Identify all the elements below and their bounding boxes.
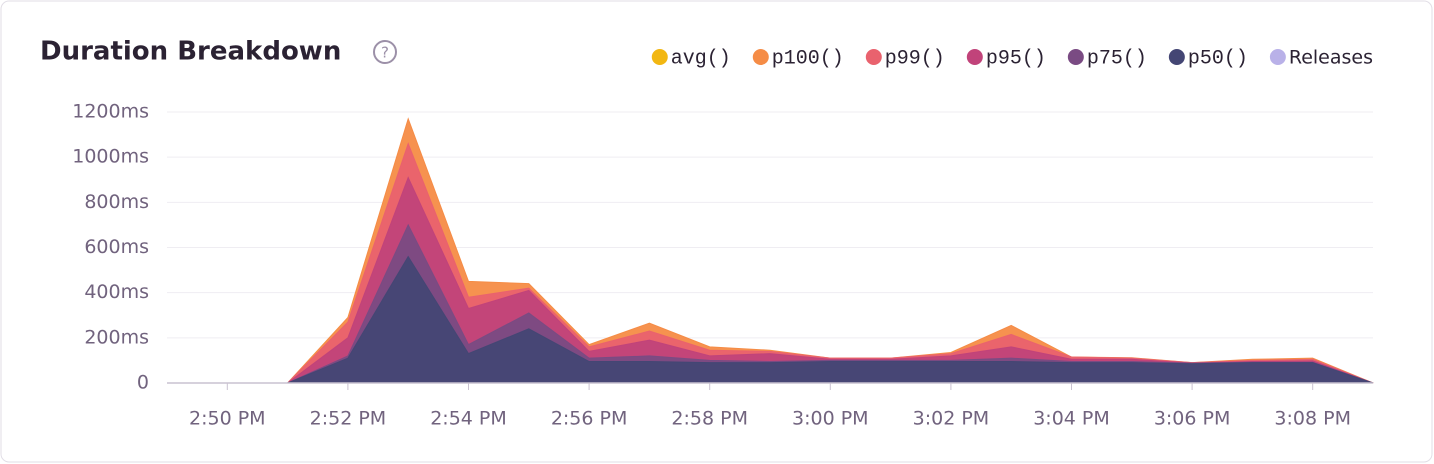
- y-tick-label: 400ms: [84, 281, 149, 303]
- chart-title: Duration Breakdown: [40, 37, 341, 67]
- help-icon[interactable]: [373, 40, 397, 64]
- legend-marker[interactable]: [865, 49, 882, 65]
- legend-marker[interactable]: [1067, 49, 1084, 65]
- legend-label[interactable]: p99(): [885, 47, 945, 70]
- y-tick-label: 0: [137, 372, 149, 394]
- legend-label[interactable]: p75(): [1087, 47, 1147, 70]
- x-tick-label: 2:50 PM: [189, 408, 266, 430]
- y-tick-label: 800ms: [84, 191, 149, 213]
- x-tick-label: 3:00 PM: [792, 408, 869, 430]
- legend-marker[interactable]: [651, 49, 668, 65]
- area: [167, 255, 1374, 384]
- x-tick-label: 3:06 PM: [1154, 408, 1231, 430]
- legend-label[interactable]: Releases: [1289, 47, 1373, 69]
- legend-marker[interactable]: [752, 49, 769, 65]
- areas: [167, 117, 1374, 384]
- legend-marker[interactable]: [1269, 49, 1286, 65]
- legend-label[interactable]: p100(): [772, 47, 844, 70]
- legend-label[interactable]: p50(): [1188, 47, 1248, 70]
- x-tick-label: 3:08 PM: [1274, 408, 1351, 430]
- help-icon-glyph[interactable]: ?: [381, 44, 389, 62]
- axes: 0 200ms 400ms 600ms 800ms 1000ms 1200ms 2:50 PM…: [72, 101, 1373, 430]
- x-tick-label: 3:02 PM: [913, 408, 990, 430]
- legend: avg() p100() p99() p95() p75() p50() Releases: [651, 47, 1373, 70]
- y-tick-label: 200ms: [84, 326, 149, 348]
- x-tick-label: 3:04 PM: [1033, 408, 1110, 430]
- legend-marker[interactable]: [966, 49, 983, 65]
- legend-label[interactable]: p95(): [986, 47, 1046, 70]
- x-tick-label: 2:56 PM: [551, 408, 628, 430]
- legend-label[interactable]: avg(): [671, 47, 731, 70]
- x-tick-label: 2:54 PM: [430, 408, 507, 430]
- legend-marker[interactable]: [1168, 49, 1185, 65]
- x-tick-label: 2:52 PM: [310, 408, 387, 430]
- y-tick-label: 1000ms: [72, 146, 149, 168]
- y-tick-label: 1200ms: [72, 101, 149, 123]
- x-tick-label: 2:58 PM: [671, 408, 748, 430]
- y-tick-label: 600ms: [84, 236, 149, 258]
